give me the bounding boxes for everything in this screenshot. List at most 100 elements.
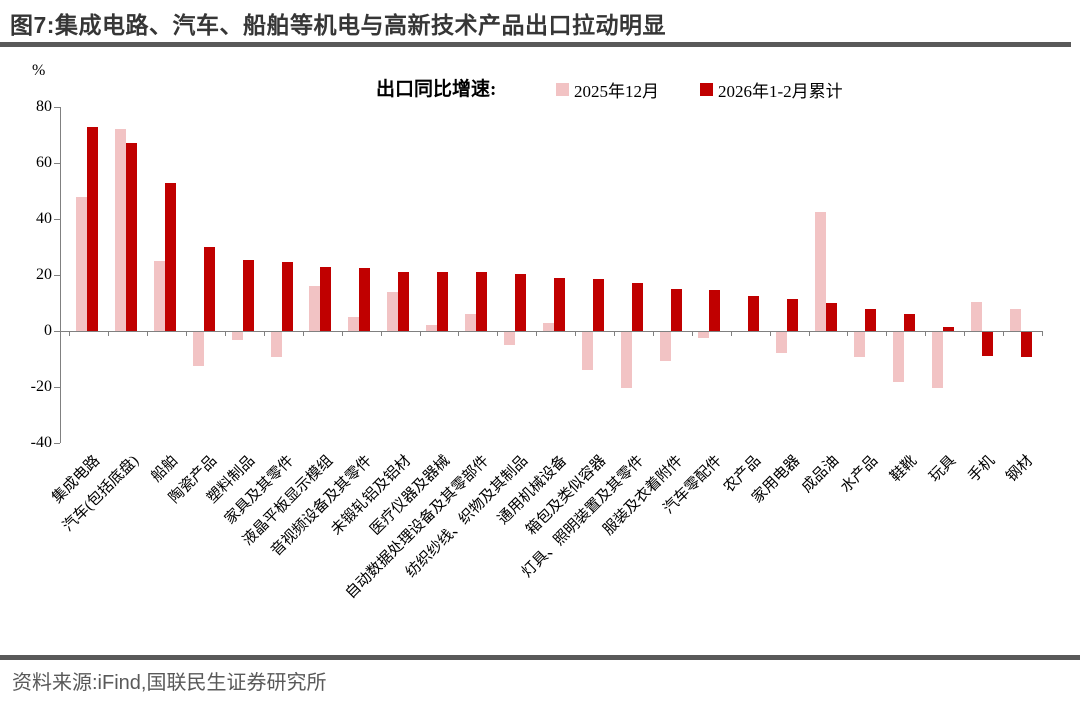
bar-light (815, 212, 827, 331)
bar-dark (748, 296, 760, 331)
y-axis-tick (54, 331, 60, 332)
bar-light (426, 325, 438, 331)
y-axis-label: 40 (36, 210, 52, 227)
bar-light (776, 332, 788, 353)
y-axis-label: 60 (36, 154, 52, 171)
bar-light (581, 332, 593, 370)
bar-dark (87, 126, 98, 331)
bar-dark (709, 290, 721, 331)
y-axis-line (60, 107, 61, 443)
bar-light (503, 332, 515, 345)
x-axis-tick (886, 331, 888, 336)
legend-swatch-dark (700, 83, 713, 96)
x-axis-tick (1003, 331, 1004, 336)
y-axis-tick (54, 219, 60, 220)
figure-title: 图7:集成电路、汽车、船舶等机电与高新技术产品出口拉动明显 (10, 12, 666, 38)
x-axis-tick (108, 331, 110, 336)
x-axis-tick (652, 331, 654, 336)
bar-dark (203, 247, 215, 331)
bar-dark (514, 273, 526, 331)
x-axis-tick (769, 331, 771, 336)
bar-light (854, 332, 865, 358)
bar-light (348, 317, 360, 331)
x-axis-label: 手机 (965, 452, 998, 486)
bar-dark (164, 182, 176, 331)
bar-light (192, 332, 204, 366)
x-axis-tick (691, 331, 693, 336)
x-axis-tick (964, 331, 966, 336)
bar-light (309, 286, 321, 331)
y-axis-label: -40 (30, 434, 52, 451)
x-axis-tick (419, 331, 421, 336)
bar-light (270, 332, 282, 358)
x-axis-label: 水产品 (837, 452, 881, 496)
x-axis-label: 鞋靴 (887, 452, 920, 486)
bar-dark (942, 326, 954, 331)
bar-light (1009, 308, 1021, 331)
legend-label: 2025年12月 (574, 82, 659, 101)
x-axis-tick (225, 331, 226, 336)
bar-light (465, 314, 476, 331)
bar-dark (865, 308, 876, 331)
bar-light (76, 196, 87, 331)
bar-dark (787, 298, 799, 331)
bar-dark (476, 272, 487, 331)
y-axis-label: -20 (30, 378, 52, 395)
bar-dark (981, 332, 993, 356)
bar-dark (903, 314, 915, 331)
y-axis-label: 80 (36, 98, 52, 115)
source-divider-rule (0, 655, 1080, 660)
x-axis-tick (808, 331, 810, 336)
x-axis-label: 成品油 (798, 452, 843, 496)
bar-light (698, 332, 710, 338)
bar-dark (242, 259, 254, 331)
bar-dark (670, 289, 682, 331)
x-axis-tick (458, 331, 460, 336)
x-axis-tick (341, 331, 343, 336)
title-underline-rule (0, 42, 1071, 47)
bar-light (153, 261, 165, 331)
bar-dark (437, 272, 449, 331)
x-axis-tick (186, 331, 188, 336)
y-axis-label: 0 (44, 322, 52, 339)
bar-dark (553, 277, 565, 331)
x-axis-tick (497, 331, 499, 336)
legend-item-2025-12: 2025年12月 (556, 77, 659, 102)
x-axis-tick (302, 331, 304, 336)
y-axis-tick (54, 107, 60, 108)
bar-light (970, 301, 982, 331)
x-axis-tick (263, 331, 265, 336)
x-axis-tick (614, 331, 615, 336)
x-axis-tick (147, 331, 149, 336)
legend-item-2026-1-2: 2026年1-2月累计 (700, 77, 843, 102)
bar-dark (592, 279, 604, 331)
x-axis-tick (536, 331, 538, 336)
x-axis-tick (1041, 331, 1043, 336)
bar-light (931, 332, 943, 388)
bar-dark (125, 143, 137, 331)
bar-dark (359, 268, 371, 331)
legend-title: 出口同比增速: (376, 79, 497, 100)
x-axis-zero-line (60, 331, 1042, 333)
x-axis-label: 玩具 (926, 452, 959, 486)
legend-label: 2026年1-2月累计 (718, 82, 843, 101)
bar-light (231, 332, 243, 341)
y-axis-tick (54, 163, 60, 164)
bar-dark (1020, 332, 1032, 358)
y-axis-unit-label: % (32, 62, 46, 79)
bar-light (620, 332, 632, 388)
bar-light (114, 129, 126, 331)
bar-dark (320, 266, 332, 331)
bar-light (659, 332, 671, 362)
x-axis-tick (847, 331, 849, 336)
x-axis-tick (69, 331, 71, 336)
x-axis-tick (925, 331, 927, 336)
bar-dark (826, 303, 838, 331)
bar-light (387, 291, 399, 331)
y-axis-label: 20 (36, 266, 52, 283)
bar-light (892, 332, 904, 383)
source-text: 资料来源:iFind,国联民生证券研究所 (12, 672, 327, 694)
x-axis-label: 钢材 (1004, 452, 1037, 486)
x-axis-tick (575, 331, 577, 336)
